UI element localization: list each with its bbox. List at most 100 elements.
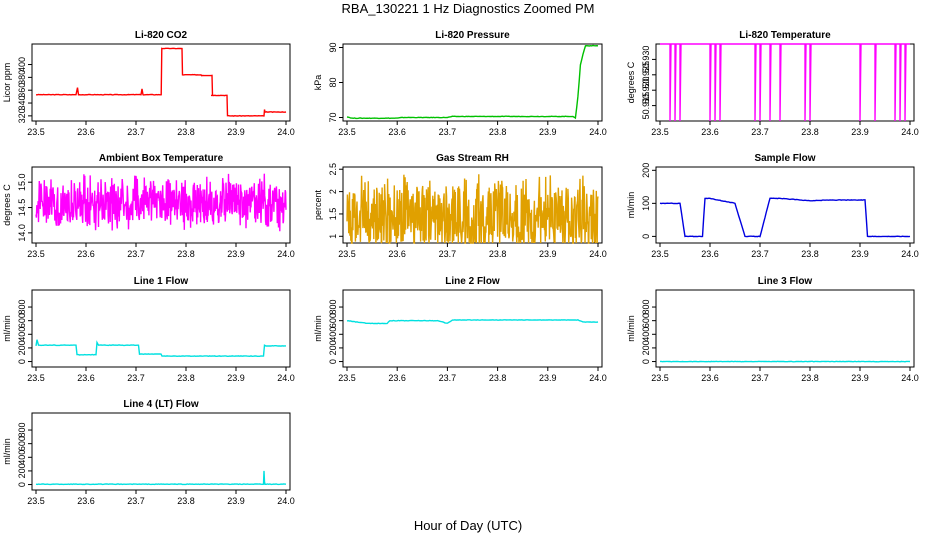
y-axis-label: degrees C	[626, 61, 636, 103]
y-tick-label: 2.5	[328, 163, 338, 176]
y-tick-label: 0	[641, 234, 651, 239]
plot-frame	[655, 289, 915, 368]
x-tick-label: 23.7	[439, 249, 457, 259]
x-tick-label: 23.5	[651, 127, 669, 137]
x-tick-label: 23.9	[539, 249, 557, 259]
series-line	[346, 319, 599, 325]
x-tick-label: 23.8	[489, 249, 507, 259]
series-line	[346, 44, 599, 120]
x-tick-label: 24.0	[901, 373, 919, 383]
y-axis-label: degrees C	[2, 184, 12, 226]
y-tick-label: 600	[641, 313, 651, 328]
y-tick-label: 400	[328, 327, 338, 342]
y-tick-label: 800	[17, 300, 27, 315]
y-tick-label: 380	[17, 70, 27, 85]
y-tick-label: 200	[641, 163, 651, 178]
y-axis-label: kPa	[313, 75, 323, 91]
panel-title: Li-820 Pressure	[435, 30, 510, 41]
x-tick-label: 23.7	[439, 373, 457, 383]
x-tick-label: 23.8	[177, 373, 195, 383]
y-tick-label: 320	[17, 108, 27, 123]
series-line	[35, 173, 287, 232]
panel-title: Line 2 Flow	[445, 276, 500, 287]
panel-pressure: Li-820 Pressure 23.5 23.6 23.7 23.8 23.9 24.0 7…	[313, 30, 607, 137]
y-axis-label: ml/min	[626, 192, 636, 219]
series-line	[346, 174, 599, 245]
y-axis-label: Licor ppm	[2, 63, 12, 103]
y-tick-label: 600	[328, 313, 338, 328]
y-tick-label: 600	[17, 436, 27, 451]
y-tick-label: 800	[641, 300, 651, 315]
y-tick-label: 14.0	[17, 224, 27, 242]
y-axis-label: ml/min	[313, 315, 323, 342]
x-tick-label: 23.8	[177, 127, 195, 137]
x-tick-label: 23.7	[127, 249, 145, 259]
x-tick-label: 23.6	[77, 249, 95, 259]
x-tick-label: 24.0	[277, 249, 295, 259]
y-tick-label: 600	[17, 313, 27, 328]
y-tick-label: 0	[328, 359, 338, 364]
y-tick-label: 800	[17, 423, 27, 438]
x-tick-label: 23.5	[27, 496, 45, 506]
x-tick-label: 23.7	[127, 373, 145, 383]
panel-line2: Line 2 Flow 23.5 23.6 23.7 23.8 23.9 24.0 0 2004…	[313, 276, 607, 383]
plot-frame	[31, 289, 291, 368]
x-tick-label: 23.8	[489, 373, 507, 383]
x-tick-label: 23.6	[701, 249, 719, 259]
x-tick-label: 23.8	[801, 373, 819, 383]
y-axis-label: ml/min	[2, 438, 12, 465]
panel-line4: Line 4 (LT) Flow 23.5 23.6 23.7 23.8 23.9 24.0…	[2, 399, 295, 506]
y-tick-label: 100	[641, 196, 651, 211]
panel-sample: Sample Flow 23.5 23.6 23.7 23.8 23.9 24.0 0 100 2…	[626, 153, 919, 259]
y-tick-label: 50.915	[641, 92, 651, 120]
x-tick-label: 23.5	[27, 373, 45, 383]
x-tick-label: 23.6	[388, 373, 406, 383]
page-title: RBA_130221 1 Hz Diagnostics Zoomed PM	[341, 1, 595, 16]
panel-title: Ambient Box Temperature	[99, 153, 224, 164]
plot-frame	[31, 43, 291, 122]
x-axis-title: Hour of Day (UTC)	[413, 518, 523, 533]
y-tick-label: 400	[17, 450, 27, 465]
y-tick-label: 200	[17, 463, 27, 478]
y-tick-label: 0	[17, 359, 27, 364]
x-tick-label: 23.9	[227, 127, 245, 137]
panel-temperature: Li-820 Temperature 23.5 23.6 23.7 23.8 23.9 24…	[626, 30, 919, 137]
x-tick-label: 23.6	[388, 249, 406, 259]
x-tick-label: 23.6	[388, 127, 406, 137]
y-tick-label: 14.5	[17, 199, 27, 217]
x-tick-label: 23.7	[439, 127, 457, 137]
y-tick-label: 1	[328, 234, 338, 239]
y-tick-label: 400	[641, 327, 651, 342]
x-tick-label: 23.9	[227, 373, 245, 383]
panel-title: Gas Stream RH	[436, 153, 509, 164]
x-tick-label: 23.9	[851, 127, 869, 137]
y-tick-label: 80	[328, 77, 338, 87]
x-tick-label: 24.0	[901, 249, 919, 259]
x-tick-label: 24.0	[277, 373, 295, 383]
x-tick-label: 23.6	[77, 496, 95, 506]
x-tick-label: 23.7	[751, 127, 769, 137]
panel-rh: Gas Stream RH 23.5 23.6 23.7 23.8 23.9 24.0 1 1.…	[313, 153, 607, 259]
x-tick-label: 23.8	[177, 496, 195, 506]
x-tick-label: 23.9	[851, 249, 869, 259]
x-tick-label: 23.9	[227, 249, 245, 259]
y-tick-label: 0	[17, 482, 27, 487]
y-tick-label: 200	[328, 340, 338, 355]
y-tick-label: 0	[641, 359, 651, 364]
y-tick-label: 15.0	[17, 173, 27, 191]
x-tick-label: 23.8	[489, 127, 507, 137]
x-tick-label: 24.0	[589, 249, 607, 259]
panel-title: Line 4 (LT) Flow	[123, 399, 199, 410]
x-tick-label: 24.0	[277, 496, 295, 506]
x-tick-label: 23.7	[127, 127, 145, 137]
y-tick-label: 200	[641, 340, 651, 355]
plot-frame	[31, 412, 291, 491]
y-tick-label: 200	[17, 340, 27, 355]
x-tick-label: 23.5	[651, 249, 669, 259]
panel-line1: Line 1 Flow 23.5 23.6 23.7 23.8 23.9 24.0 0 2004…	[2, 276, 295, 383]
panel-line3: Line 3 Flow 23.5 23.6 23.7 23.8 23.9 24.0 0 2004…	[626, 276, 919, 383]
y-axis-label: percent	[313, 189, 323, 220]
x-tick-label: 23.8	[177, 249, 195, 259]
series-line	[35, 339, 286, 358]
